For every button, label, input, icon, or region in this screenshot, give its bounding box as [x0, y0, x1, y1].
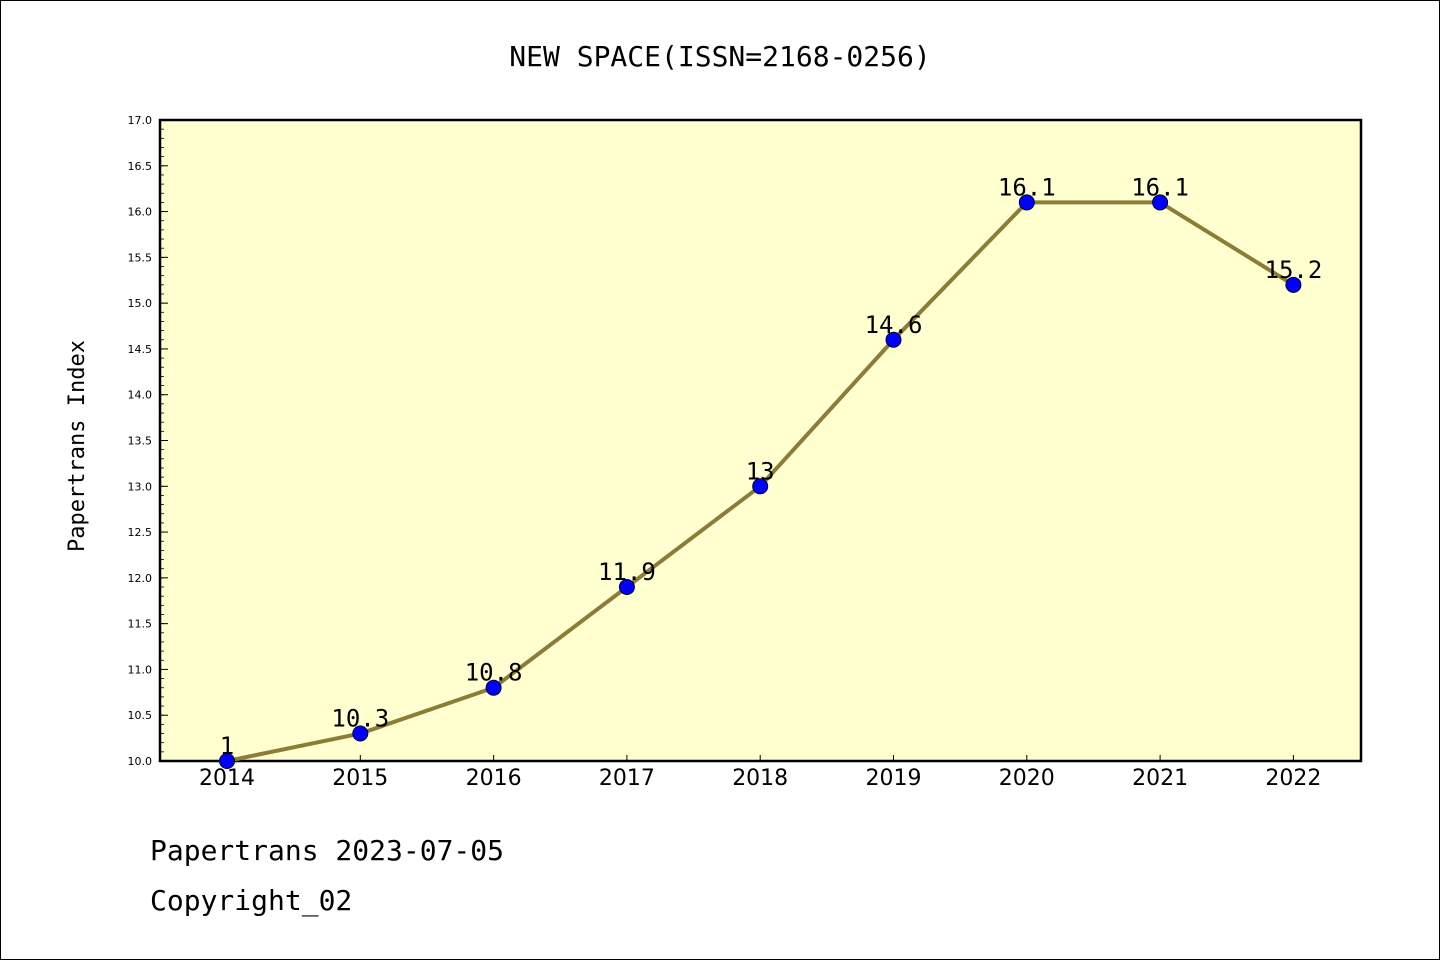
data-point: [1018, 194, 1035, 211]
data-label: 16.1: [1131, 173, 1189, 201]
x-tick-label: 2016: [466, 766, 522, 791]
data-point: [1285, 276, 1302, 293]
data-point: [1152, 194, 1169, 211]
footer-copyright: Copyright_02: [150, 884, 353, 917]
x-tick-label: 2022: [1265, 766, 1321, 791]
y-tick-label: 12.0: [128, 572, 153, 585]
y-tick-label: 14.5: [128, 343, 153, 356]
x-tick-label: 2015: [332, 766, 388, 791]
y-tick-label: 13.5: [128, 435, 153, 448]
data-label: 13: [746, 457, 775, 485]
y-tick-label: 15.5: [128, 251, 153, 264]
chart-title: NEW SPACE(ISSN=2168-0256): [509, 40, 930, 73]
y-axis-label: Papertrans Index: [65, 340, 90, 552]
y-tick-label: 10.5: [128, 709, 153, 722]
y-tick-label: 11.5: [128, 618, 153, 631]
y-tick-label: 17.0: [128, 114, 153, 127]
data-label: 10.8: [465, 659, 523, 687]
y-tick-label: 15.0: [128, 297, 153, 310]
data-point: [752, 478, 769, 495]
data-label: 1: [220, 732, 234, 760]
data-label: 15.2: [1265, 256, 1323, 284]
y-tick-label: 13.0: [128, 480, 153, 493]
y-tick-label: 12.5: [128, 526, 153, 539]
data-label: 14.6: [865, 311, 923, 339]
data-point: [618, 579, 635, 596]
data-label: 11.9: [598, 558, 656, 586]
footer-date: Papertrans 2023-07-05: [150, 834, 505, 867]
data-point: [219, 753, 235, 769]
x-tick-label: 2017: [599, 766, 655, 791]
x-tick-label: 2018: [732, 766, 788, 791]
data-label: 10.3: [331, 705, 389, 733]
series-line-group: 1 10.3 10.8 11.9 13 14.6 16.1 16.1 15.2: [219, 173, 1323, 769]
y-tick-label: 10.0: [128, 755, 153, 768]
y-tick-label: 16.5: [128, 160, 153, 173]
x-axis: 2014 2015 2016 2017 2018 2019 2020 2021 2022: [199, 755, 1321, 791]
x-tick-label: 2021: [1132, 766, 1188, 791]
y-tick-label: 14.0: [128, 389, 153, 402]
plot-area: [158, 118, 1363, 763]
data-point: [352, 725, 369, 742]
data-point: [885, 331, 902, 348]
y-axis: 10.0 10.5 11.0 11.5 12.0 12.5 13.0 13.5 14.0 14.5…: [128, 114, 168, 768]
x-tick-label: 2019: [866, 766, 922, 791]
data-label: 16.1: [998, 173, 1056, 201]
x-tick-label: 2020: [999, 766, 1055, 791]
x-tick-label: 2014: [199, 766, 255, 791]
y-tick-label: 11.0: [128, 663, 153, 676]
data-point: [485, 679, 502, 696]
y-tick-label: 16.0: [128, 206, 153, 219]
